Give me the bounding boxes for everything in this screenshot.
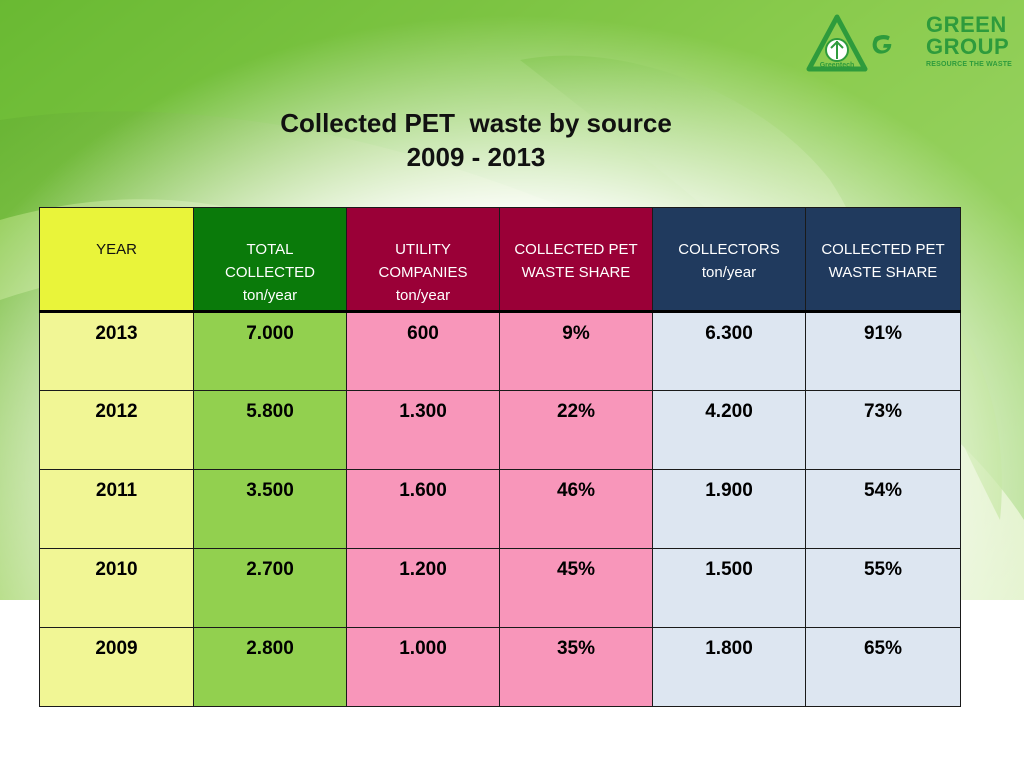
green-group-tagline: RESOURCE THE WASTE	[926, 61, 1013, 68]
group-word: GROUP	[926, 34, 1010, 59]
cell-utility-share: 22%	[499, 390, 653, 470]
cell-collectors-share: 54%	[805, 469, 961, 549]
cell-collectors-share: 55%	[805, 548, 961, 628]
cell-utility-share: 46%	[499, 469, 653, 549]
cell-utility-share: 9%	[499, 311, 653, 391]
slide-title: Collected PET waste by source 2009 - 201…	[0, 106, 952, 174]
header-collectors: COLLECTORS ton/year	[652, 207, 806, 312]
header-collectors-share-line-1: COLLECTED PET	[821, 241, 945, 258]
cell-collectors: 1.500	[652, 548, 806, 628]
cell-utility-companies: 1.600	[346, 469, 500, 549]
header-total-line-2: COLLECTED	[224, 264, 316, 281]
table-row: 2010 2.700 1.200 45% 1.500 55%	[39, 548, 961, 628]
header-collectors-line-1: COLLECTORS	[678, 241, 780, 258]
cell-collectors: 4.200	[652, 390, 806, 470]
cell-collectors-share: 91%	[805, 311, 961, 391]
header-total-line-1: TOTAL	[246, 241, 294, 258]
cell-utility-companies: 1.300	[346, 390, 500, 470]
header-total-collected: TOTAL COLLECTED ton/year	[193, 207, 347, 312]
header-collectors-share: COLLECTED PET WASTE SHARE	[805, 207, 961, 312]
header-collectors-share-line-2: WASTE SHARE	[828, 264, 938, 281]
cell-collectors: 6.300	[652, 311, 806, 391]
header-year: YEAR	[39, 207, 194, 312]
cell-collectors-share: 65%	[805, 627, 961, 707]
header-total-line-3: ton/year	[242, 287, 298, 304]
cell-year: 2011	[39, 469, 194, 549]
header-utility-companies: UTILITY COMPANIES ton/year	[346, 207, 500, 312]
green-word: GREEN	[926, 12, 1007, 37]
header-utility-share: COLLECTED PET WASTE SHARE	[499, 207, 653, 312]
cell-utility-companies: 1.000	[346, 627, 500, 707]
table-header-row: YEAR TOTAL COLLECTED ton/year UTILITY CO…	[39, 207, 961, 312]
header-utility-line-1: UTILITY	[395, 241, 451, 258]
green-group-logo	[872, 34, 892, 54]
cell-year: 2012	[39, 390, 194, 470]
cell-utility-share: 45%	[499, 548, 653, 628]
cell-utility-share: 35%	[499, 627, 653, 707]
cell-collectors-share: 73%	[805, 390, 961, 470]
table-row: 2009 2.800 1.000 35% 1.800 65%	[39, 627, 961, 707]
svg-text:Greentech: Greentech	[820, 62, 855, 69]
cell-collectors: 1.900	[652, 469, 806, 549]
cell-utility-companies: 1.200	[346, 548, 500, 628]
table-row: 2012 5.800 1.300 22% 4.200 73%	[39, 390, 961, 470]
header-year-label: YEAR	[96, 241, 137, 258]
table-row: 2013 7.000 600 9% 6.300 91%	[39, 311, 961, 391]
cell-year: 2009	[39, 627, 194, 707]
pet-waste-table: YEAR TOTAL COLLECTED ton/year UTILITY CO…	[39, 207, 961, 707]
table-row: 2011 3.500 1.600 46% 1.900 54%	[39, 469, 961, 549]
cell-collectors: 1.800	[652, 627, 806, 707]
title-line-2: 2009 - 2013	[406, 142, 546, 172]
cell-total-collected: 7.000	[193, 311, 347, 391]
header-utility-line-3: ton/year	[395, 287, 451, 304]
cell-year: 2013	[39, 311, 194, 391]
header-utility-share-line-2: WASTE SHARE	[521, 264, 631, 281]
header-collectors-line-2: ton/year	[701, 264, 757, 281]
cell-year: 2010	[39, 548, 194, 628]
greentech-logo: Greentech	[806, 14, 868, 72]
green-group-wordmark: GREEN GROUP	[926, 14, 1009, 58]
header-utility-line-2: COMPANIES	[378, 264, 468, 281]
title-line-1: Collected PET waste by source	[280, 108, 672, 138]
cell-total-collected: 3.500	[193, 469, 347, 549]
cell-total-collected: 2.700	[193, 548, 347, 628]
cell-total-collected: 5.800	[193, 390, 347, 470]
cell-total-collected: 2.800	[193, 627, 347, 707]
cell-utility-companies: 600	[346, 311, 500, 391]
header-utility-share-line-1: COLLECTED PET	[514, 241, 638, 258]
